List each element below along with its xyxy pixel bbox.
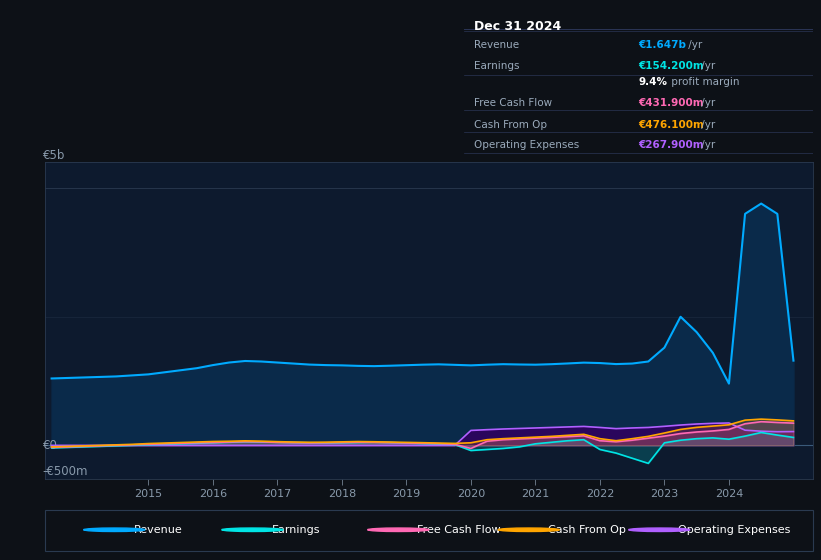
Text: €0: €0: [43, 439, 57, 452]
Text: -€500m: -€500m: [43, 465, 89, 478]
Text: Free Cash Flow: Free Cash Flow: [475, 97, 553, 108]
Text: /yr: /yr: [698, 97, 715, 108]
Text: /yr: /yr: [685, 40, 702, 50]
Text: €154.200m: €154.200m: [639, 61, 704, 71]
Circle shape: [498, 528, 559, 531]
Text: profit margin: profit margin: [667, 77, 739, 87]
Text: Cash From Op: Cash From Op: [475, 120, 548, 130]
Text: /yr: /yr: [698, 140, 715, 150]
Text: 9.4%: 9.4%: [639, 77, 667, 87]
Text: €476.100m: €476.100m: [639, 120, 704, 130]
Text: Dec 31 2024: Dec 31 2024: [475, 20, 562, 32]
Text: Earnings: Earnings: [475, 61, 520, 71]
Text: €5b: €5b: [43, 150, 65, 162]
Text: €267.900m: €267.900m: [639, 140, 704, 150]
Circle shape: [629, 528, 690, 531]
Text: Cash From Op: Cash From Op: [548, 525, 626, 535]
Text: Operating Expenses: Operating Expenses: [678, 525, 791, 535]
Text: Free Cash Flow: Free Cash Flow: [417, 525, 501, 535]
Circle shape: [222, 528, 283, 531]
Text: Operating Expenses: Operating Expenses: [475, 140, 580, 150]
Text: €431.900m: €431.900m: [639, 97, 704, 108]
Text: Revenue: Revenue: [134, 525, 182, 535]
Text: Revenue: Revenue: [475, 40, 520, 50]
Text: /yr: /yr: [698, 120, 715, 130]
Text: €1.647b: €1.647b: [639, 40, 686, 50]
Text: /yr: /yr: [698, 61, 715, 71]
Circle shape: [84, 528, 145, 531]
Circle shape: [368, 528, 429, 531]
Text: Earnings: Earnings: [272, 525, 320, 535]
